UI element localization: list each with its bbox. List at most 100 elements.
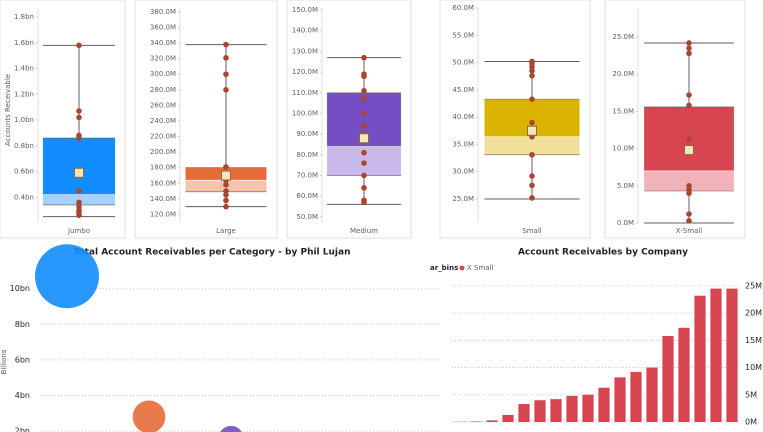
y-tick-label: 380.0M xyxy=(150,8,176,16)
y-tick-label: 140.0M xyxy=(150,195,176,203)
y-tick-label: 40.0M xyxy=(452,113,474,121)
y-tick-label: 220.0M xyxy=(150,133,176,141)
y-tick-label: 110.0M xyxy=(292,89,318,97)
box-lower xyxy=(644,170,734,192)
y-tick-label: 6bn xyxy=(15,355,30,364)
y-tick-label: 150.0M xyxy=(292,6,318,14)
data-point xyxy=(223,188,229,194)
y-tick-label: 35.0M xyxy=(452,140,474,148)
data-point xyxy=(223,71,229,78)
bar xyxy=(646,367,658,422)
bar xyxy=(678,327,690,422)
bar xyxy=(598,387,610,422)
mean-marker xyxy=(684,145,694,156)
y-tick-label: 90.0M xyxy=(296,130,318,138)
data-point xyxy=(529,173,535,179)
bar xyxy=(550,399,562,422)
y-tick-label: 1.6bn xyxy=(14,39,34,47)
y-tick-label: 50.0M xyxy=(296,213,318,221)
data-point xyxy=(361,110,367,117)
y-tick-label: 1.4bn xyxy=(14,65,34,73)
y-tick-label: 20M xyxy=(745,309,762,318)
data-point xyxy=(686,92,692,98)
data-point xyxy=(686,136,692,142)
y-tick-label: 180.0M xyxy=(150,164,176,172)
bar xyxy=(502,414,514,422)
data-point xyxy=(223,41,229,48)
y-tick-label: 280.0M xyxy=(150,86,176,94)
panel-frame xyxy=(439,0,591,239)
y-tick-label: 240.0M xyxy=(150,117,176,125)
y-tick-label: 120.0M xyxy=(150,210,176,218)
data-point xyxy=(686,102,692,109)
box-lower xyxy=(484,136,580,155)
y-tick-label: 15.0M xyxy=(612,107,634,115)
y-axis-label: Billions xyxy=(0,349,8,374)
y-tick-label: 320.0M xyxy=(150,55,176,63)
data-point xyxy=(361,160,367,166)
data-point xyxy=(529,119,535,126)
bar xyxy=(726,288,738,422)
data-point xyxy=(529,182,535,189)
data-point xyxy=(686,217,692,224)
bar xyxy=(470,421,482,422)
data-point xyxy=(529,195,535,201)
y-tick-label: 340.0M xyxy=(150,39,176,47)
y-tick-label: 0M xyxy=(745,418,757,427)
y-tick-label: 80.0M xyxy=(296,151,318,159)
data-point xyxy=(529,67,535,74)
data-point xyxy=(361,73,367,80)
bubble xyxy=(220,425,242,432)
data-point xyxy=(361,199,367,206)
data-point xyxy=(223,197,229,204)
data-point xyxy=(686,40,692,46)
y-tick-label: 60.0M xyxy=(296,192,318,200)
mean-marker xyxy=(527,125,537,136)
chart-title: Total Account Receivables per Category -… xyxy=(73,248,350,258)
chart-title: Account Receivables by Company xyxy=(518,248,688,258)
y-tick-label: 15M xyxy=(745,336,762,345)
data-point xyxy=(223,164,229,170)
y-tick-label: 30.0M xyxy=(452,168,474,176)
data-point xyxy=(76,203,82,210)
y-tick-label: 45.0M xyxy=(452,86,474,94)
data-point xyxy=(361,87,367,94)
bar xyxy=(710,288,722,422)
y-tick-label: 300.0M xyxy=(150,70,176,78)
y-tick-label: 0.4bn xyxy=(14,193,34,201)
data-point xyxy=(361,149,367,156)
bar xyxy=(518,404,530,422)
mean-marker xyxy=(359,133,369,144)
y-tick-label: 5.0M xyxy=(617,182,634,190)
y-tick-label: 160.0M xyxy=(150,179,176,187)
bar xyxy=(566,395,578,422)
y-tick-label: 0.6bn xyxy=(14,168,34,176)
bar xyxy=(662,335,674,422)
bar xyxy=(630,371,642,422)
data-point xyxy=(529,96,535,102)
y-tick-label: 100.0M xyxy=(292,109,318,117)
data-point xyxy=(361,172,367,179)
y-tick-label: 0.0M xyxy=(617,219,634,227)
y-tick-label: 4bn xyxy=(15,391,30,400)
panel-frame xyxy=(0,0,126,239)
y-tick-label: 1.0bn xyxy=(14,116,34,124)
data-point xyxy=(223,203,229,210)
panel-frame xyxy=(604,0,746,239)
mean-marker xyxy=(74,167,84,178)
data-point xyxy=(76,188,82,194)
legend-label: X Small xyxy=(467,264,494,272)
data-point xyxy=(76,108,82,114)
data-point xyxy=(529,151,535,158)
y-tick-label: 10M xyxy=(745,363,762,372)
y-tick-label: 60.0M xyxy=(452,4,474,12)
data-point xyxy=(361,123,367,129)
y-tick-label: 25.0M xyxy=(452,195,474,203)
y-tick-label: 260.0M xyxy=(150,101,176,109)
data-point xyxy=(529,72,535,79)
data-point xyxy=(76,42,82,49)
data-point xyxy=(361,54,367,61)
category-label: Large xyxy=(216,227,236,235)
y-tick-label: 130.0M xyxy=(292,47,318,55)
